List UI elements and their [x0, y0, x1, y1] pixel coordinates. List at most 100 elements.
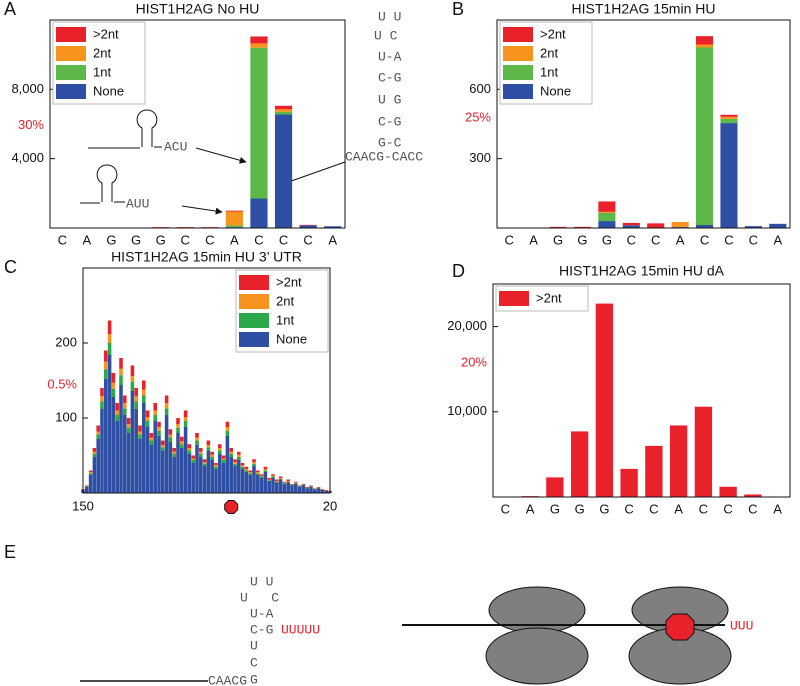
bar — [104, 361, 108, 370]
bar — [278, 478, 283, 480]
bar — [669, 425, 688, 497]
x-tick-label: C — [181, 232, 190, 247]
hairpin-text: U C — [374, 28, 398, 43]
bar — [123, 415, 127, 493]
y-tick-label: 300 — [469, 150, 491, 165]
bar — [313, 488, 317, 490]
x-tick-label: C — [723, 501, 732, 516]
bar — [138, 425, 142, 432]
bar — [199, 451, 203, 454]
bar — [546, 477, 564, 497]
bar — [149, 445, 154, 493]
legend-label: 1nt — [276, 312, 294, 327]
bar — [111, 388, 116, 397]
legend-swatch — [239, 313, 269, 328]
bar — [598, 221, 616, 228]
hairpin-text: U-A — [250, 606, 274, 621]
bar — [202, 459, 207, 463]
bar — [149, 440, 154, 445]
bar — [240, 465, 245, 467]
bar — [595, 303, 614, 497]
bar — [297, 487, 302, 493]
bar — [145, 421, 150, 427]
bar — [229, 454, 233, 457]
bar — [172, 448, 176, 452]
bar — [168, 429, 173, 435]
bar — [218, 454, 222, 493]
bar — [145, 427, 150, 493]
bar — [126, 424, 131, 428]
x-tick-label: C — [205, 232, 214, 247]
bar — [671, 221, 689, 228]
bar — [622, 222, 640, 226]
bar — [191, 458, 195, 460]
bar — [290, 484, 294, 486]
x-tick-label: C — [651, 232, 660, 247]
legend-swatch — [503, 84, 533, 99]
bar — [96, 434, 100, 439]
bar — [282, 484, 287, 493]
bar — [240, 469, 245, 493]
bar — [695, 47, 714, 225]
bar — [149, 437, 154, 441]
hairpin-text: CAACG-CACC — [345, 149, 423, 164]
bar — [294, 483, 298, 484]
bar — [164, 403, 169, 409]
bar — [92, 448, 97, 452]
bar — [240, 463, 245, 466]
bar — [256, 472, 260, 474]
bar — [195, 445, 199, 493]
legend-label: 1nt — [93, 64, 111, 79]
bar — [229, 448, 233, 452]
bar — [297, 486, 302, 487]
bar — [263, 470, 268, 472]
bar — [130, 376, 135, 382]
bar — [252, 463, 256, 466]
bar — [168, 437, 173, 442]
percent-label: 25% — [465, 109, 491, 124]
legend-label: None — [276, 331, 307, 346]
chart-title: HIST1H2AG 15min HU 3’ UTR — [111, 249, 302, 265]
bar — [214, 465, 218, 467]
bar — [275, 481, 279, 483]
bar — [176, 418, 180, 424]
bar — [96, 439, 100, 493]
bar — [107, 355, 112, 493]
bar — [153, 403, 157, 411]
bar — [324, 490, 328, 491]
bar — [645, 445, 663, 497]
bar — [161, 440, 165, 445]
bar — [744, 226, 762, 228]
legend-swatch — [56, 46, 86, 61]
bar — [324, 490, 328, 493]
bar — [119, 375, 123, 385]
bar — [85, 486, 89, 487]
bar — [100, 396, 104, 402]
bar — [271, 478, 275, 493]
y-tick-label: 100 — [55, 409, 77, 424]
ribosomes — [402, 586, 732, 685]
x-tick-label: A — [83, 232, 92, 247]
bar — [199, 448, 203, 452]
bar — [104, 350, 108, 362]
bar — [202, 463, 207, 466]
hairpin-text: U U — [378, 9, 401, 24]
hairpin-text: C-G — [250, 622, 273, 637]
bar — [271, 474, 275, 476]
annotation: ACU — [164, 139, 187, 154]
bar — [206, 447, 211, 451]
bar — [694, 406, 713, 497]
bar — [244, 469, 249, 471]
bar — [259, 476, 264, 478]
hairpin-text: CAACG — [208, 673, 247, 686]
x-tick-label: A — [526, 501, 535, 516]
chart-title: HIST1H2AG 15min HU dA — [559, 263, 725, 279]
bar — [769, 223, 787, 228]
bar — [237, 454, 241, 457]
bar — [233, 462, 237, 464]
bar — [647, 223, 665, 228]
legend-label: >2nt — [540, 26, 566, 41]
bar — [259, 478, 264, 493]
x-tick-label: G — [599, 501, 609, 516]
legend-swatch — [239, 275, 269, 290]
